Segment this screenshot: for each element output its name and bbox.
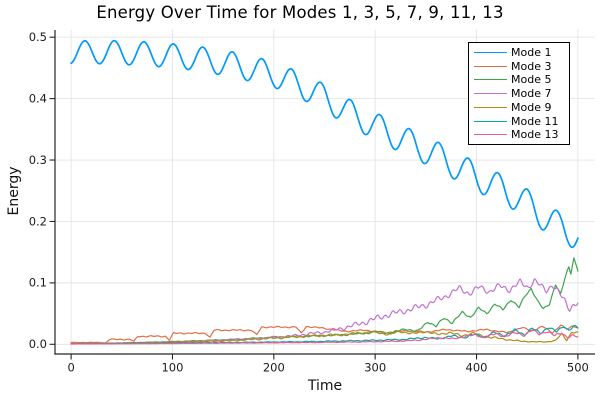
- legend-line-swatch: [474, 65, 507, 67]
- x-tick-label: 300: [364, 361, 386, 375]
- legend-item-mode-5: Mode 5: [469, 73, 569, 86]
- x-axis-label: Time: [307, 378, 343, 394]
- y-tick-label: 0.5: [29, 30, 47, 44]
- legend-label: Mode 3: [511, 59, 552, 73]
- legend-line-swatch: [474, 120, 507, 122]
- legend-line-swatch: [474, 51, 507, 53]
- legend-line-swatch: [474, 79, 507, 81]
- legend-item-mode-3: Mode 3: [469, 60, 569, 73]
- series-line-mode-5: [70, 257, 579, 345]
- x-tick-label: 100: [161, 361, 183, 375]
- legend-label: Mode 1: [511, 45, 552, 59]
- x-tick-label: 400: [466, 361, 488, 375]
- legend-label: Mode 13: [511, 128, 559, 142]
- y-tick-label: 0.1: [29, 276, 47, 290]
- legend: Mode 1 Mode 3 Mode 5 Mode 7 Mode 9 Mode 11 Mod…: [468, 42, 570, 145]
- legend-item-mode-7: Mode 7: [469, 87, 569, 100]
- legend-label: Mode 7: [511, 87, 552, 100]
- series-line-mode-13: [70, 329, 579, 345]
- legend-label: Mode 11: [511, 114, 559, 128]
- chart-title: Energy Over Time for Modes 1, 3, 5, 7, 9…: [96, 3, 504, 22]
- legend-item-mode-13: Mode 13: [469, 128, 569, 141]
- legend-item-mode-9: Mode 9: [469, 101, 569, 114]
- x-tick-label: 0: [67, 361, 74, 375]
- x-tick-label: 200: [263, 361, 285, 375]
- legend-label: Mode 5: [511, 73, 552, 87]
- legend-item-mode-1: Mode 1: [469, 46, 569, 59]
- legend-item-mode-11: Mode 11: [469, 115, 569, 128]
- series-line-mode-7: [70, 278, 579, 345]
- x-tick-label: 500: [567, 361, 589, 375]
- legend-label: Mode 9: [511, 100, 552, 114]
- series-line-mode-3: [70, 324, 579, 344]
- legend-line-swatch: [474, 134, 507, 136]
- y-tick-label: 0.3: [29, 153, 47, 167]
- y-tick-label: 0.2: [29, 214, 47, 228]
- series-line-mode-1: [70, 39, 579, 249]
- legend-line-swatch: [474, 106, 507, 108]
- legend-line-swatch: [474, 93, 507, 94]
- y-tick-label: 0.0: [29, 337, 47, 351]
- y-tick-label: 0.4: [29, 91, 47, 105]
